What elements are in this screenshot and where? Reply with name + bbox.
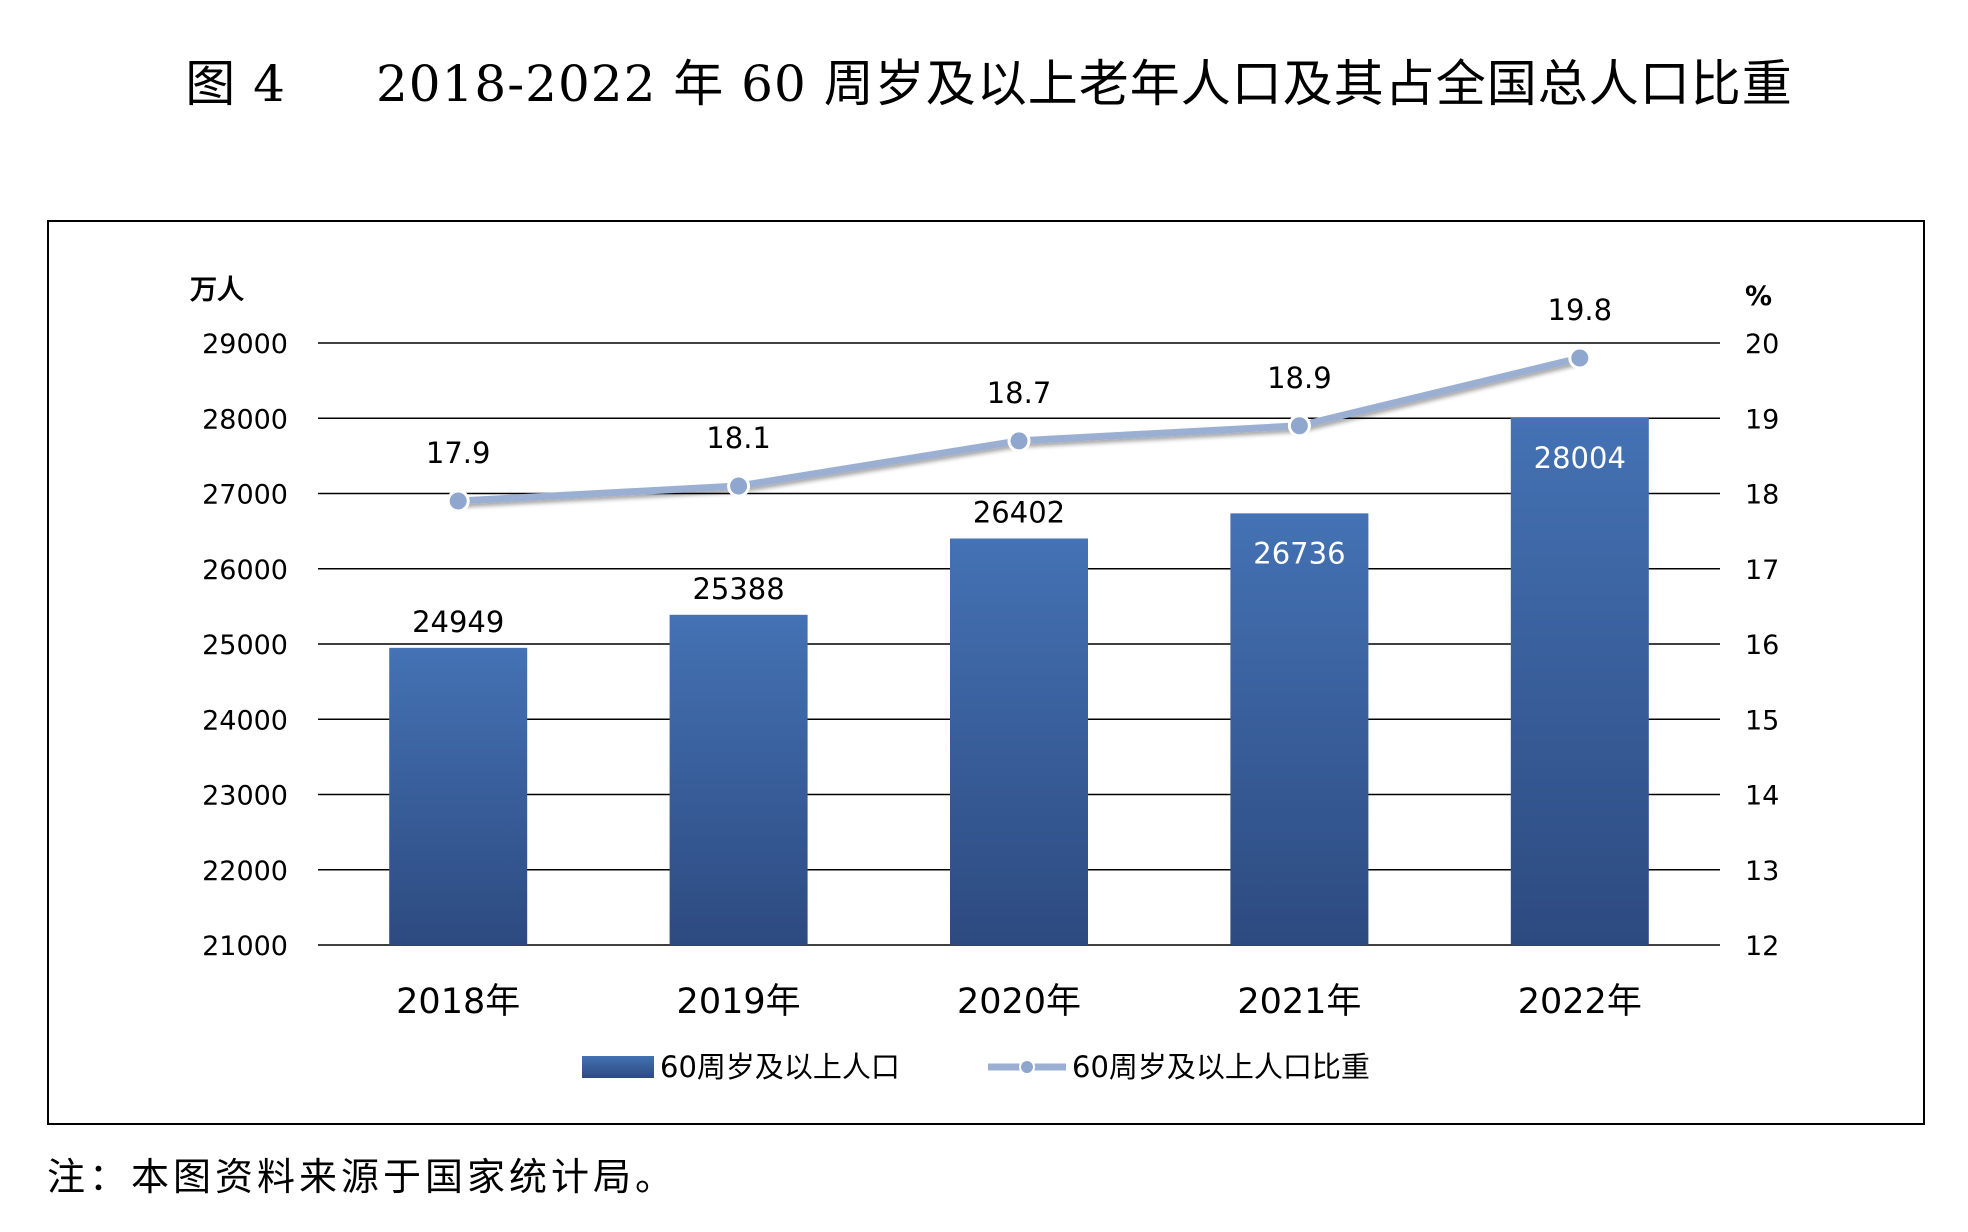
right-tick-label: 12 <box>1745 931 1779 962</box>
right-tick-label: 16 <box>1745 630 1779 661</box>
right-tick-label: 15 <box>1745 705 1779 736</box>
left-tick-label: 26000 <box>202 555 288 586</box>
line-value-label: 18.7 <box>987 376 1052 410</box>
line-value-label: 18.9 <box>1267 361 1332 395</box>
right-tick-label: 14 <box>1745 781 1779 812</box>
left-tick-label: 29000 <box>202 329 288 360</box>
bar <box>389 647 528 945</box>
right-tick-label: 20 <box>1745 329 1779 360</box>
left-tick-label: 24000 <box>202 705 288 736</box>
bar-value-label: 25388 <box>692 572 784 606</box>
bar <box>1510 417 1649 946</box>
figure-label: 图 4 <box>185 55 286 113</box>
line-value-label: 18.1 <box>706 421 771 455</box>
left-tick-label: 27000 <box>202 480 288 511</box>
left-tick-label: 23000 <box>202 781 288 812</box>
line-value-label: 19.8 <box>1548 293 1613 327</box>
right-axis-unit: % <box>1745 281 1772 312</box>
legend-line-label: 60周岁及以上人口比重 <box>1072 1050 1370 1084</box>
chart-frame <box>47 220 1925 1125</box>
bar-value-label: 26402 <box>973 495 1065 529</box>
x-tick-label: 2020年 <box>957 982 1081 1022</box>
line-point <box>727 474 751 498</box>
bar <box>669 614 808 945</box>
left-tick-label: 22000 <box>202 856 288 887</box>
line-value-label: 17.9 <box>426 436 491 470</box>
legend-bar-swatch <box>582 1056 654 1078</box>
source-note: 注：本图资料来源于国家统计局。 <box>47 1155 678 1199</box>
right-tick-label: 19 <box>1745 404 1779 435</box>
line-point <box>1568 346 1592 370</box>
x-tick-label: 2019年 <box>677 982 801 1022</box>
figure-title-text: 2018-2022 年 60 周岁及以上老年人口及其占全国总人口比重 <box>376 55 1793 113</box>
right-tick-label: 18 <box>1745 480 1779 511</box>
line-point <box>1007 429 1031 453</box>
bar <box>1230 513 1369 945</box>
left-tick-label: 25000 <box>202 630 288 661</box>
figure-title: 图 4 2018-2022 年 60 周岁及以上老年人口及其占全国总人口比重 <box>0 44 1968 116</box>
x-tick-label: 2018年 <box>396 982 520 1022</box>
legend-bar-label: 60周岁及以上人口 <box>660 1050 900 1084</box>
left-tick-label: 28000 <box>202 404 288 435</box>
bar <box>950 538 1088 945</box>
bar-value-label: 26736 <box>1253 536 1345 570</box>
left-axis-unit: 万人 <box>190 275 244 306</box>
right-tick-label: 17 <box>1745 555 1779 586</box>
line-point <box>446 489 470 513</box>
x-tick-label: 2022年 <box>1518 982 1642 1022</box>
right-tick-label: 13 <box>1745 856 1779 887</box>
bar-value-label: 28004 <box>1534 441 1626 475</box>
legend-line-marker <box>1019 1059 1035 1075</box>
line-point <box>1287 414 1311 438</box>
left-tick-label: 21000 <box>202 931 288 962</box>
bar-value-label: 24949 <box>412 605 504 639</box>
x-tick-label: 2021年 <box>1237 982 1361 1022</box>
